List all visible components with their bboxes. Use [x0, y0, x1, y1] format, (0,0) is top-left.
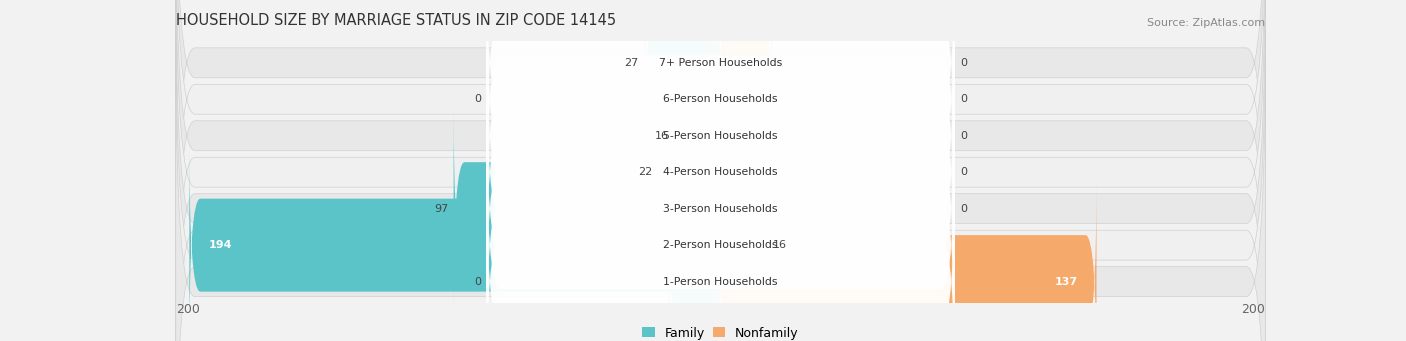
FancyBboxPatch shape — [176, 0, 1265, 340]
FancyBboxPatch shape — [718, 0, 772, 199]
Text: 6-Person Households: 6-Person Households — [664, 94, 778, 104]
FancyBboxPatch shape — [454, 109, 723, 308]
Text: 137: 137 — [1054, 277, 1077, 286]
FancyBboxPatch shape — [718, 146, 766, 341]
Text: 27: 27 — [624, 58, 638, 68]
Text: 16: 16 — [772, 240, 786, 250]
Text: 0: 0 — [960, 94, 967, 104]
FancyBboxPatch shape — [718, 73, 772, 271]
Text: 0: 0 — [474, 277, 481, 286]
Text: 3-Person Households: 3-Person Households — [664, 204, 778, 214]
Text: 200: 200 — [176, 303, 200, 316]
FancyBboxPatch shape — [669, 0, 723, 199]
Legend: Family, Nonfamily: Family, Nonfamily — [637, 322, 804, 341]
Text: Source: ZipAtlas.com: Source: ZipAtlas.com — [1147, 18, 1265, 28]
FancyBboxPatch shape — [718, 0, 772, 162]
Text: 16: 16 — [655, 131, 669, 141]
Text: 5-Person Households: 5-Person Households — [664, 131, 778, 141]
Text: 2-Person Households: 2-Person Households — [664, 240, 778, 250]
FancyBboxPatch shape — [718, 182, 1097, 341]
FancyBboxPatch shape — [486, 0, 955, 274]
FancyBboxPatch shape — [658, 73, 723, 271]
FancyBboxPatch shape — [486, 70, 955, 341]
Text: 4-Person Households: 4-Person Households — [664, 167, 778, 177]
Text: 0: 0 — [960, 131, 967, 141]
Text: 0: 0 — [474, 94, 481, 104]
FancyBboxPatch shape — [176, 0, 1265, 341]
FancyBboxPatch shape — [718, 109, 772, 308]
Text: 200: 200 — [1241, 303, 1265, 316]
Text: 7+ Person Households: 7+ Person Households — [659, 58, 782, 68]
Text: 0: 0 — [960, 167, 967, 177]
FancyBboxPatch shape — [486, 34, 955, 311]
FancyBboxPatch shape — [675, 36, 723, 235]
Text: 194: 194 — [208, 240, 232, 250]
Text: 0: 0 — [960, 204, 967, 214]
FancyBboxPatch shape — [486, 106, 955, 341]
FancyBboxPatch shape — [486, 143, 955, 341]
FancyBboxPatch shape — [176, 5, 1265, 341]
FancyBboxPatch shape — [644, 0, 723, 162]
FancyBboxPatch shape — [176, 0, 1265, 303]
FancyBboxPatch shape — [669, 182, 723, 341]
Text: 97: 97 — [434, 204, 449, 214]
FancyBboxPatch shape — [190, 146, 723, 341]
Text: 0: 0 — [960, 58, 967, 68]
FancyBboxPatch shape — [486, 0, 955, 238]
Text: HOUSEHOLD SIZE BY MARRIAGE STATUS IN ZIP CODE 14145: HOUSEHOLD SIZE BY MARRIAGE STATUS IN ZIP… — [176, 13, 616, 28]
FancyBboxPatch shape — [486, 0, 955, 202]
FancyBboxPatch shape — [176, 0, 1265, 341]
FancyBboxPatch shape — [176, 0, 1265, 341]
Text: 22: 22 — [638, 167, 652, 177]
FancyBboxPatch shape — [718, 36, 772, 235]
FancyBboxPatch shape — [176, 41, 1265, 341]
Text: 1-Person Households: 1-Person Households — [664, 277, 778, 286]
